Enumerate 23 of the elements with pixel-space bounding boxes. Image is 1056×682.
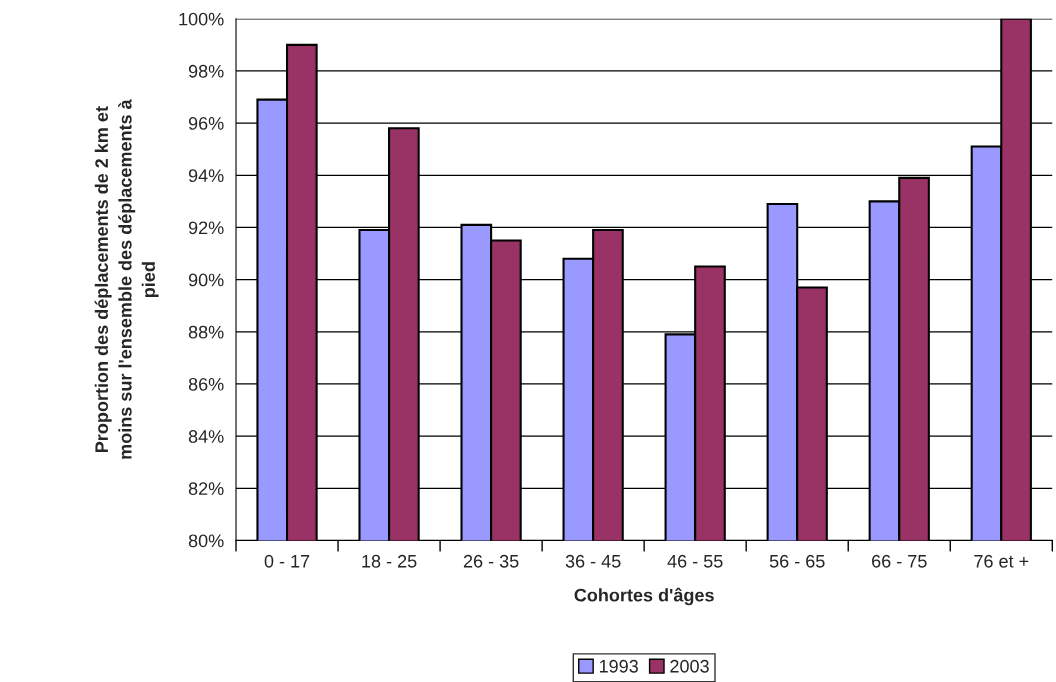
y-tick-label: 82% [188, 482, 224, 496]
legend-label: 1993 [599, 659, 638, 673]
x-tick-label: 56 - 65 [769, 554, 825, 568]
x-tick-label: 46 - 55 [667, 554, 723, 568]
y-tick-label: 94% [188, 169, 224, 182]
y-tick-label: 84% [188, 430, 224, 443]
x-tick-label: 66 - 75 [872, 554, 927, 568]
y-tick-label: 86% [188, 377, 224, 391]
y-tick-label: 90% [188, 273, 224, 287]
y-tick-label: 100% [179, 12, 224, 26]
x-tick-label: 36 - 45 [565, 554, 621, 568]
y-tick-label: 88% [188, 325, 224, 339]
y-tick-label: 80% [188, 534, 224, 548]
x-tick-label: 26 - 35 [463, 554, 519, 568]
y-tick-label: 98% [188, 64, 224, 78]
y-axis-title: Proportion des déplacements de 2 km et moins sur l'ensemble des déplacements à pied [94, 99, 159, 459]
x-tick-label: 0 - 17 [264, 554, 310, 568]
x-axis-title: Cohortes d'âges [574, 587, 714, 606]
x-tick-label: 18 - 25 [362, 554, 417, 568]
y-tick-label: 92% [188, 221, 224, 235]
legend-label: 2003 [670, 659, 709, 673]
x-tick-label: 76 et + [974, 554, 1029, 568]
y-tick-label: 96% [188, 117, 224, 130]
